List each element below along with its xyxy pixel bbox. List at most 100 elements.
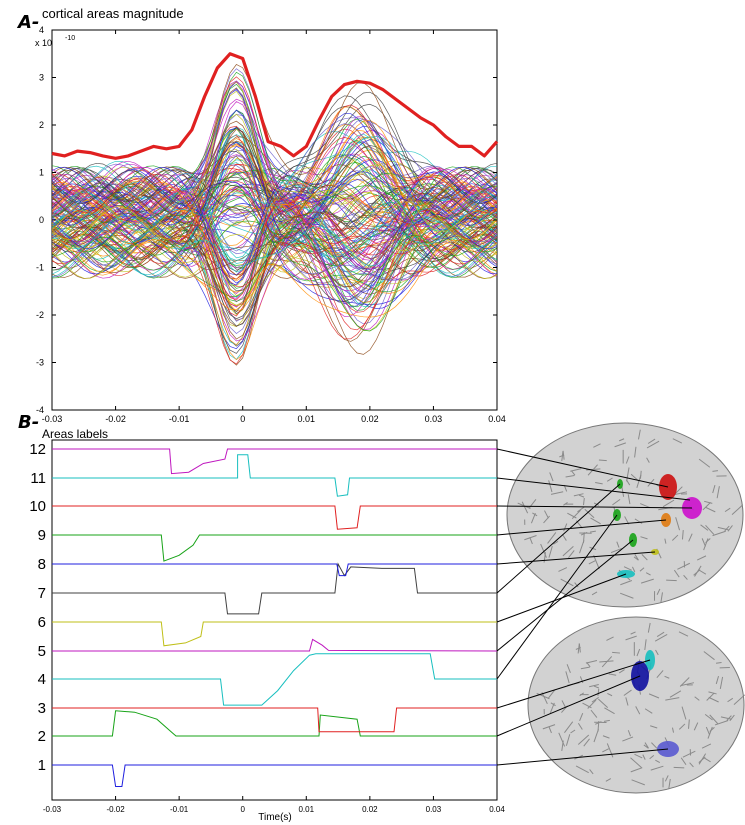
brain-sulcus [521, 501, 529, 514]
brain-sulcus [641, 554, 648, 561]
panel-a-xtick-label: 0.04 [488, 414, 506, 424]
brain-sulcus [656, 588, 661, 595]
brain-sulcus [712, 530, 726, 537]
brain-sulcus [588, 560, 596, 565]
panel-b-axes-frame [51, 439, 498, 801]
brain-sulcus [627, 494, 631, 505]
brain-sulcus [664, 675, 670, 679]
panel-a-trace [52, 205, 497, 332]
brain-sulcus [703, 538, 709, 551]
brain-sulcus [702, 502, 711, 511]
panel-b-ytick-label: 5 [38, 643, 46, 660]
panel-b-series-line-12 [52, 448, 497, 475]
brain-sulcus [590, 517, 601, 525]
brain-sulcus [619, 592, 634, 599]
panel-a-trace [52, 217, 497, 354]
brain-sulcus [542, 724, 556, 730]
connector-line-3 [496, 659, 651, 709]
brain-sulcus [565, 734, 571, 746]
brain-sulcus [703, 651, 715, 661]
panel-a-ytick-label: 4 [39, 25, 44, 35]
panel-a-trace-bundle [52, 64, 497, 366]
brain-sulcus [597, 688, 600, 696]
panel-a-trace [52, 141, 497, 260]
brain-sulcus [558, 732, 566, 747]
brain-sulcus [618, 438, 625, 442]
brain-sulcus [565, 474, 575, 478]
brain-sulcus [577, 722, 583, 730]
brain-sulcus [598, 698, 609, 709]
panel-a-trace [52, 193, 497, 279]
brain-sulcus [544, 510, 549, 519]
brain-sulcus [543, 515, 550, 524]
brain-sulcus [679, 677, 690, 687]
panel-a-xtick-label: 0.03 [425, 414, 443, 424]
connector-line-1 [496, 748, 669, 766]
brain-sulcus [625, 635, 637, 641]
brain-sulcus [727, 525, 733, 532]
brain-sulcus [548, 545, 553, 558]
panel-a-trace [52, 185, 497, 276]
brain-sulcus [561, 740, 564, 752]
brain-sulcus [654, 633, 668, 642]
brain-sulcus [616, 541, 620, 548]
panel-a-title: cortical areas magnitude [42, 6, 184, 21]
connector-line-7 [496, 483, 621, 594]
panel-b-xtick-label: 0 [240, 805, 245, 814]
brain-sulcus [595, 481, 603, 485]
brain-sulcus [593, 685, 600, 689]
brain-sulcus [671, 534, 679, 541]
brain-sulcus [587, 699, 597, 709]
brain-sulcus [698, 458, 711, 468]
brain-sulcus [656, 670, 664, 679]
panel-a-trace [52, 145, 497, 312]
brain-sulcus [612, 498, 621, 506]
brain-sulcus [584, 508, 595, 519]
brain-sulcus [650, 725, 658, 729]
panel-a-exponent-base: x 10 [35, 38, 52, 48]
brain-sulcus [585, 660, 598, 664]
panel-b-series-line-8 [52, 563, 497, 577]
panel-b-ytick-label: 6 [38, 614, 46, 631]
brain-sulcus [709, 714, 719, 725]
panel-a-xtick-label: -0.02 [105, 414, 126, 424]
brain-sulcus [563, 523, 568, 532]
brain-sulcus [644, 639, 647, 650]
brain-sulcus [578, 494, 585, 498]
panel-a-trace [52, 169, 497, 276]
brain-sulcus [627, 730, 632, 737]
brain-sulcus [645, 572, 651, 576]
brain-sulcus [630, 631, 636, 635]
brain-sulcus [529, 537, 533, 545]
panel-a-trace [52, 109, 497, 250]
panel-a-trace [52, 166, 497, 286]
brain-sulcus [704, 500, 713, 504]
brain-sulcus [607, 692, 613, 697]
brain-sulcus [647, 438, 656, 444]
brain-sulcus [524, 535, 537, 541]
brain-sulcus [714, 720, 729, 726]
brain-sulcus [665, 697, 680, 701]
panel-a-envelope-line [51, 52, 499, 160]
brain-sulcus [582, 702, 592, 709]
brain-sulcus [603, 719, 610, 722]
brain-sulcus [589, 684, 599, 688]
panel-a-xtick-label: 0 [240, 414, 245, 424]
brain-sulcus [635, 706, 641, 715]
panel-b-xtick-label: -0.01 [170, 805, 189, 814]
panel-b-series-line-4 [52, 653, 497, 706]
brain-sulcus [602, 735, 610, 739]
brain-sulcus [604, 707, 615, 715]
brain-sulcus [578, 643, 581, 653]
brain-sulcus [550, 491, 564, 495]
brain-sulcus [618, 669, 625, 674]
brain-sulcus [589, 769, 594, 775]
brain-sulcus [634, 554, 639, 561]
panel-b-ytick-label: 8 [38, 556, 46, 573]
brain-sulcus [631, 779, 645, 786]
brain-sulcus [621, 486, 625, 497]
brain-sulcus [671, 727, 675, 733]
panel-a-ytick-label: 0 [39, 215, 44, 225]
panel-b-series-line-5 [52, 638, 498, 652]
